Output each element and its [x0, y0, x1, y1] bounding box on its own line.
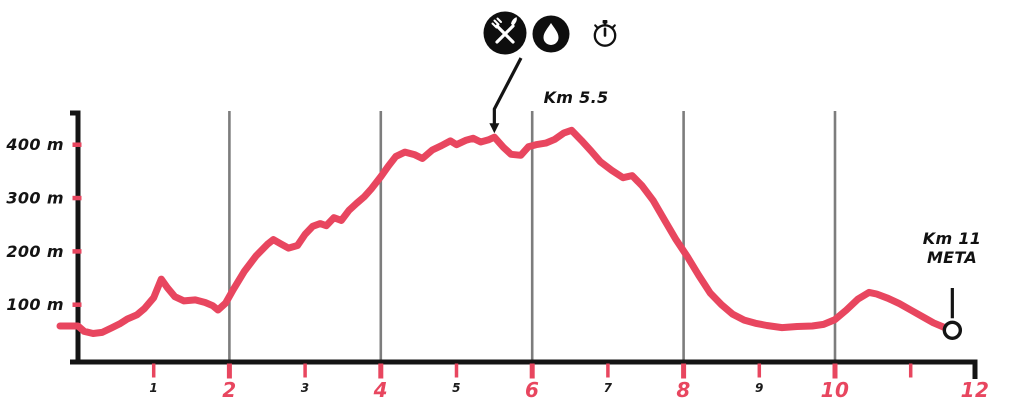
x-tick-label-km-3: 3 — [301, 381, 310, 395]
refreshment-icon — [483, 11, 527, 55]
x-tick-label-km-8: 8 — [676, 378, 690, 402]
x-tick-label-km-6: 6 — [525, 378, 539, 402]
x-tick-label-km-4: 4 — [373, 378, 388, 402]
x-tick-km-9 — [757, 363, 762, 378]
x-tick-km-2 — [226, 363, 232, 379]
x-tick-label-km-12: 12 — [961, 378, 990, 402]
y-tick-label-100: 100 m — [6, 295, 64, 314]
x-tick-label-km-9: 9 — [755, 381, 764, 395]
x-tick-label-km-10: 10 — [821, 378, 850, 402]
finish-marker — [942, 320, 963, 340]
y-tick-400 — [72, 142, 82, 147]
annotation-finish-km: Km 11 — [922, 229, 982, 248]
course-marker-icons — [0, 0, 1024, 70]
timing-icon — [593, 20, 617, 47]
water-icon — [532, 15, 570, 53]
x-tick-label-km-2: 2 — [222, 378, 236, 402]
x-tick-label-km-7: 7 — [604, 381, 613, 395]
x-axis — [70, 359, 978, 379]
x-tick-km-4 — [378, 363, 384, 379]
y-tick-label-400: 400 m — [5, 135, 64, 154]
annotation-km-5-5: Km 5.5 — [543, 88, 609, 107]
y-tick-100 — [72, 302, 82, 307]
x-tick-km-6 — [529, 363, 535, 379]
y-axis — [70, 110, 81, 362]
x-tick-km-1 — [151, 363, 156, 378]
x-tick-km-11 — [908, 363, 913, 378]
x-tick-label-km-1: 1 — [149, 381, 158, 395]
x-tick-km-10 — [832, 363, 838, 379]
peak-pointer-line — [492, 57, 523, 125]
elevation-line — [56, 126, 956, 337]
annotation-finish: Km 11 META — [900, 229, 1004, 267]
x-tick-km-3 — [303, 363, 307, 378]
y-tick-300 — [72, 195, 82, 201]
y-tick-200 — [72, 249, 82, 254]
x-tick-km-5 — [454, 363, 459, 378]
y-tick-label-300: 300 m — [6, 189, 64, 208]
x-tick-label-km-5: 5 — [452, 381, 461, 395]
y-tick-label-200: 200 m — [6, 242, 64, 261]
peak-pointer-arrowhead — [489, 123, 500, 134]
x-tick-km-8 — [681, 363, 687, 379]
x-tick-km-7 — [606, 363, 610, 378]
annotation-finish-meta: META — [926, 248, 978, 267]
